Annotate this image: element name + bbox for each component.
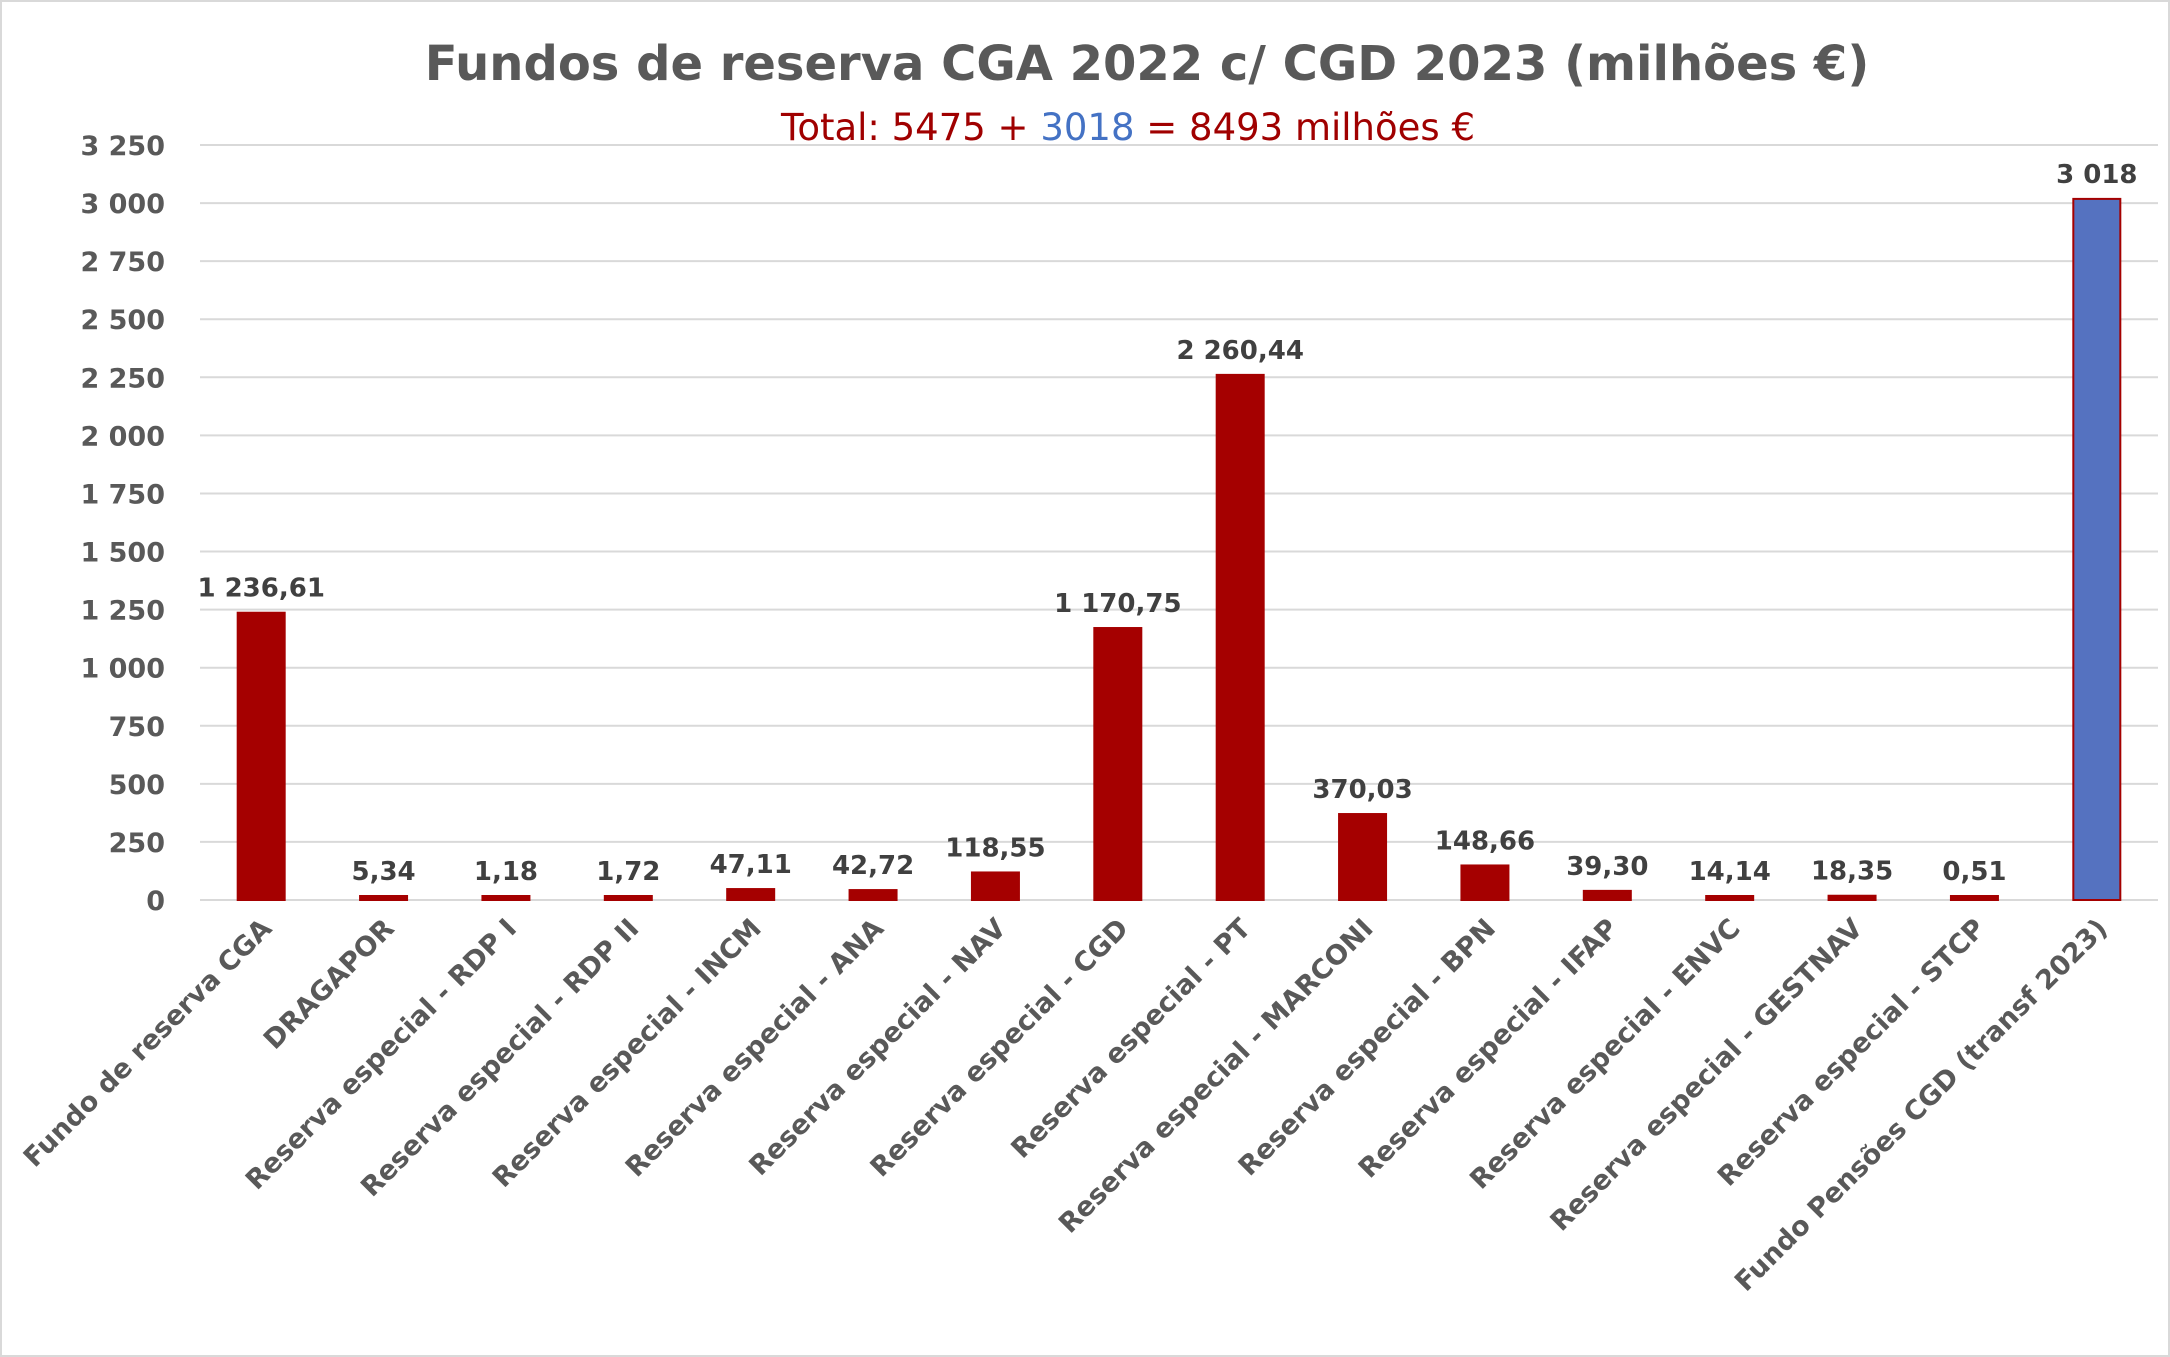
data-label: 1,18 [474, 857, 538, 887]
x-tick-label: Reserva especial - BPN [1233, 913, 1502, 1182]
bar [726, 888, 776, 901]
data-labels: 1 236,61 5,34 1,18 1,72 47,11 42,72 118,55 1 17… [197, 160, 2137, 887]
data-label: 1 170,75 [1054, 589, 1181, 619]
x-tick-label: Reserva especial - PT [1005, 913, 1257, 1165]
bars [236, 197, 2122, 902]
data-label: 39,30 [1566, 852, 1648, 882]
subtitle-suffix: = 8493 milhões € [1135, 106, 1475, 149]
y-tick-label: 1 250 [80, 596, 165, 627]
chart-title: Fundos de reserva CGA 2022 c/ CGD 2023 (… [425, 36, 1870, 92]
bar [2072, 197, 2122, 901]
bar [1582, 889, 1632, 901]
x-tick-label: Reserva especial - INCM [487, 913, 768, 1194]
subtitle-highlight: 3018 [1040, 106, 1134, 149]
y-tick-label: 1 750 [80, 479, 165, 510]
chart-subtitle: Total: 5475 + 3018 = 8493 milhões € [780, 106, 1475, 149]
y-tick-label: 2 000 [80, 421, 165, 452]
y-tick-label: 2 750 [80, 247, 165, 278]
data-label: 3 018 [2056, 160, 2137, 190]
bar [359, 895, 409, 901]
data-label: 14,14 [1689, 857, 1771, 887]
y-tick-label: 1 000 [80, 654, 165, 685]
x-tick-label: Reserva especial - ENVC [1464, 913, 1747, 1196]
y-tick-label: 0 [146, 886, 165, 917]
x-tick-label: Reserva especial - CGD [865, 913, 1135, 1183]
y-tick-label: 2 250 [80, 363, 165, 394]
bar [970, 871, 1020, 901]
data-label: 18,35 [1811, 857, 1893, 887]
x-tick-label: Reserva especial - STCP [1712, 913, 1991, 1192]
y-tick-label: 2 500 [80, 305, 165, 336]
bar [1827, 894, 1877, 902]
bar [848, 889, 898, 901]
x-tick-label: Reserva especial - NAV [743, 913, 1012, 1182]
x-tick-label: Fundo de reserva CGA [18, 913, 278, 1173]
y-tick-label: 250 [109, 828, 165, 859]
bar [1093, 627, 1143, 901]
y-tick-label: 750 [109, 712, 165, 743]
bar [481, 895, 531, 901]
x-tick-label: Reserva especial - IFAP [1353, 913, 1624, 1184]
bar [1338, 813, 1388, 901]
data-label: 1 236,61 [197, 574, 324, 604]
subtitle-prefix: Total: 5475 + [780, 106, 1040, 149]
y-tick-label: 3 000 [80, 189, 165, 220]
data-label: 0,51 [1942, 857, 2006, 887]
bar [1705, 895, 1755, 901]
data-label: 148,66 [1435, 826, 1535, 856]
bar [1949, 895, 1999, 901]
data-label: 5,34 [351, 857, 415, 887]
y-axis: 0 250 500 750 1 000 1 250 1 500 1 750 2 000 2 250… [80, 131, 165, 917]
y-tick-label: 500 [109, 770, 165, 801]
data-label: 42,72 [832, 851, 914, 881]
bar [603, 895, 653, 901]
y-tick-label: 1 500 [80, 538, 165, 569]
bar [1460, 864, 1510, 902]
data-label: 47,11 [710, 850, 792, 880]
y-tick-label: 3 250 [80, 131, 165, 162]
data-label: 370,03 [1312, 775, 1412, 805]
bar [236, 611, 286, 902]
data-label: 1,72 [596, 857, 660, 887]
x-tick-label: Reserva especial - RDP I [240, 913, 523, 1196]
data-label: 2 260,44 [1176, 336, 1303, 366]
bar [1215, 373, 1265, 901]
gridlines [200, 144, 2158, 901]
x-tick-label: Reserva especial - ANA [620, 913, 890, 1183]
data-label: 118,55 [945, 833, 1045, 863]
